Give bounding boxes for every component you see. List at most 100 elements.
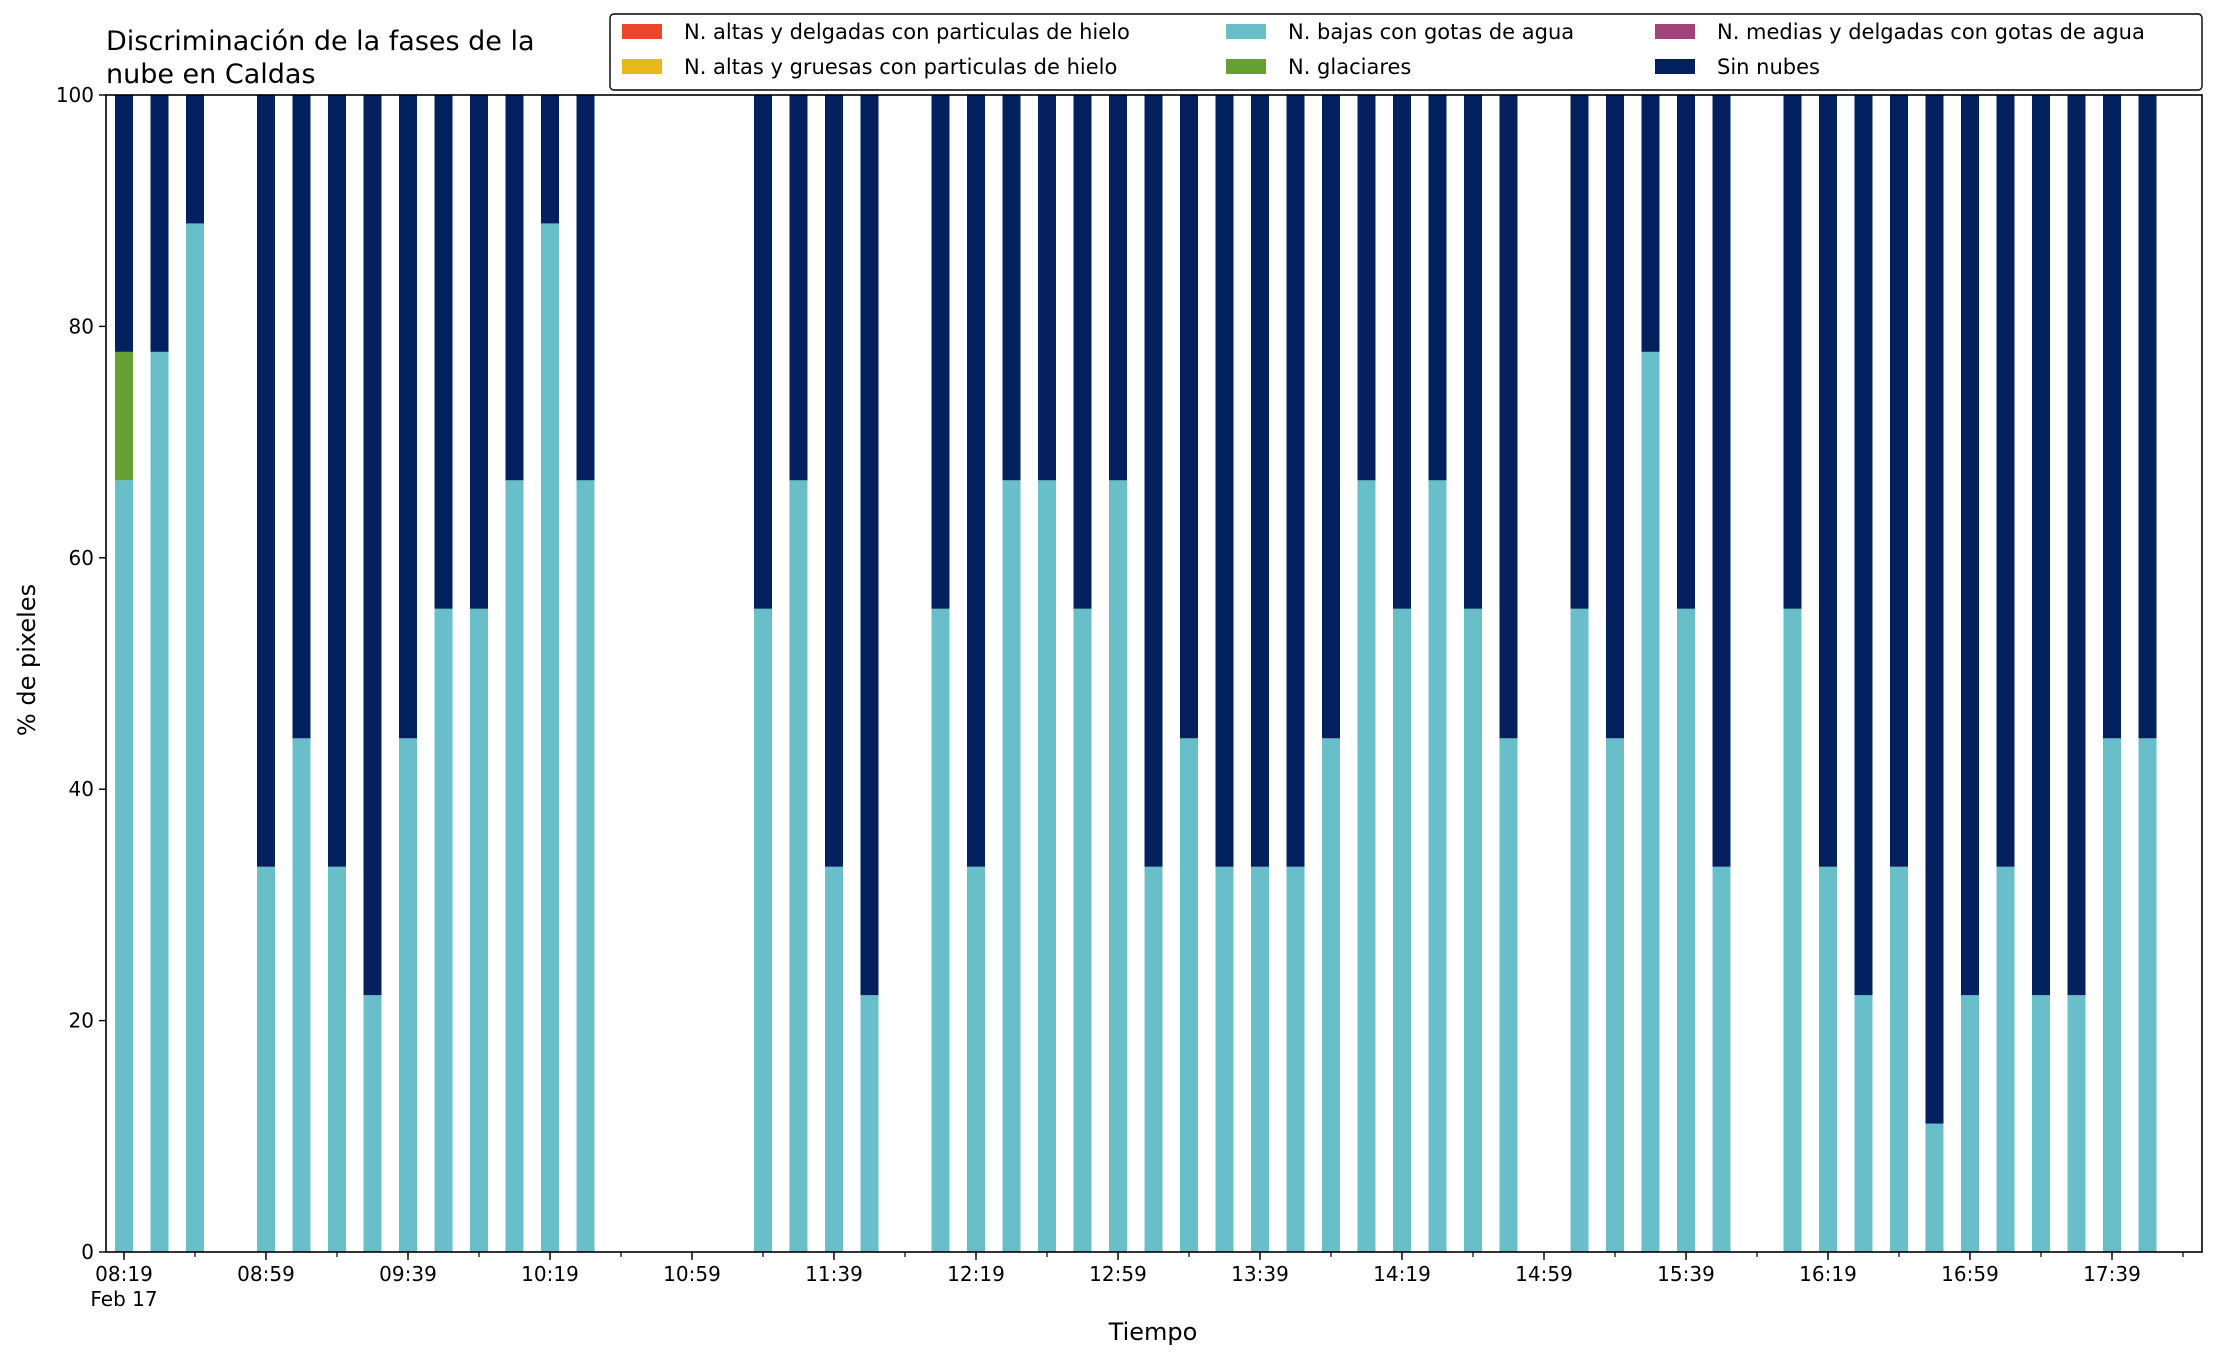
bar-segment [115, 95, 133, 352]
bar-segment [1322, 738, 1340, 1252]
bar-segment [2067, 95, 2086, 996]
x-tick-sublabel: Feb 17 [90, 1287, 157, 1311]
chart-title-line: nube en Caldas [106, 59, 316, 90]
bar-segment [434, 95, 453, 609]
bar-segment [1215, 95, 1234, 867]
legend-item: N. altas y gruesas con particulas de hie… [622, 55, 1117, 79]
bar-segment [789, 95, 808, 481]
bar-segment [541, 95, 559, 224]
x-tick-label: 16:59 [1941, 1262, 1999, 1286]
x-tick-label: 09:39 [379, 1262, 437, 1286]
bar-segment [2032, 995, 2050, 1252]
bar-segment [1002, 95, 1021, 481]
bar-segment [1783, 608, 1802, 1252]
legend: N. altas y delgadas con particulas de hi… [609, 13, 2203, 91]
bar-segment [1961, 95, 1979, 996]
bar-segment [1996, 95, 2015, 867]
bar-segment [2138, 738, 2157, 1252]
bar-segment [1464, 608, 1482, 1252]
bar-segment [2103, 95, 2121, 739]
legend-swatch [622, 24, 662, 39]
legend-swatch [1655, 59, 1695, 74]
legend-label: N. glaciares [1288, 55, 1411, 79]
bar-segment [1180, 95, 1198, 739]
bar-segment [292, 738, 311, 1252]
bar-segment [754, 608, 772, 1252]
x-tick-label: 08:19 [95, 1262, 153, 1286]
x-tick-label: 12:59 [1089, 1262, 1147, 1286]
y-tick-label: 60 [69, 546, 94, 570]
legend-item: N. medias y delgadas con gotas de agua [1655, 20, 2145, 44]
bar-segment [860, 95, 879, 996]
bar-segment [1428, 95, 1447, 481]
bar-segment [115, 351, 133, 481]
legend-label: N. bajas con gotas de agua [1288, 20, 1574, 44]
legend-label: Sin nubes [1717, 55, 1820, 79]
legend-label: N. medias y delgadas con gotas de agua [1717, 20, 2145, 44]
bar-segment [1854, 995, 1873, 1252]
bar-segment [825, 866, 843, 1252]
bar-segment [257, 95, 275, 867]
bar-segment [505, 95, 524, 481]
bar-segment [2067, 995, 2086, 1252]
bar-segment [2138, 95, 2157, 739]
x-tick-label: 10:59 [663, 1262, 721, 1286]
bar-segment [1180, 738, 1198, 1252]
bar-segment [434, 608, 453, 1252]
bar-segment [931, 608, 950, 1252]
bar-segment [505, 480, 524, 1252]
chart-title-line: Discriminación de la fases de la [106, 26, 535, 57]
bar-segment [1783, 95, 1802, 609]
bar-segment [1996, 866, 2015, 1252]
bars-layer [115, 95, 2157, 1253]
bar-segment [1570, 95, 1589, 609]
x-tick-label: 16:19 [1799, 1262, 1857, 1286]
bar-segment [541, 223, 559, 1253]
bar-segment [1251, 866, 1269, 1252]
legend-label: N. altas y gruesas con particulas de hie… [684, 55, 1117, 79]
bar-segment [1286, 866, 1305, 1252]
bar-segment [2032, 95, 2050, 996]
x-tick-label: 15:39 [1657, 1262, 1715, 1286]
bar-segment [150, 95, 169, 352]
y-axis-label: % de pixeles [13, 584, 41, 736]
legend-item: Sin nubes [1655, 55, 1820, 79]
x-tick-label: 12:19 [947, 1262, 1005, 1286]
legend-item: N. bajas con gotas de agua [1226, 20, 1574, 44]
bar-segment [754, 95, 772, 609]
bar-segment [1322, 95, 1340, 739]
bar-segment [186, 223, 204, 1253]
bar-segment [967, 95, 985, 867]
bar-segment [328, 95, 346, 867]
y-tick-label: 20 [69, 1009, 94, 1033]
bar-segment [1109, 95, 1127, 481]
bar-segment [470, 95, 488, 609]
bar-segment [789, 480, 808, 1252]
bar-segment [1038, 480, 1056, 1252]
bar-segment [1357, 480, 1376, 1252]
bar-segment [1499, 738, 1518, 1252]
bar-segment [1819, 866, 1837, 1252]
bar-segment [1819, 95, 1837, 867]
y-tick-label: 0 [81, 1240, 94, 1264]
bar-segment [1712, 866, 1731, 1252]
y-tick-label: 100 [56, 83, 94, 107]
bar-segment [1677, 95, 1695, 609]
x-tick-label: 08:59 [237, 1262, 295, 1286]
x-tick-label: 14:59 [1515, 1262, 1573, 1286]
legend-item: N. glaciares [1226, 55, 1411, 79]
x-tick-label: 13:39 [1231, 1262, 1289, 1286]
bar-segment [1641, 95, 1660, 352]
bar-segment [1712, 95, 1731, 867]
bar-segment [399, 738, 417, 1252]
bar-segment [150, 351, 169, 1253]
bar-segment [363, 95, 382, 996]
bar-segment [2103, 738, 2121, 1252]
bar-segment [1038, 95, 1056, 481]
bar-segment [1393, 608, 1411, 1252]
bar-segment [1286, 95, 1305, 867]
bar-segment [1890, 866, 1908, 1252]
